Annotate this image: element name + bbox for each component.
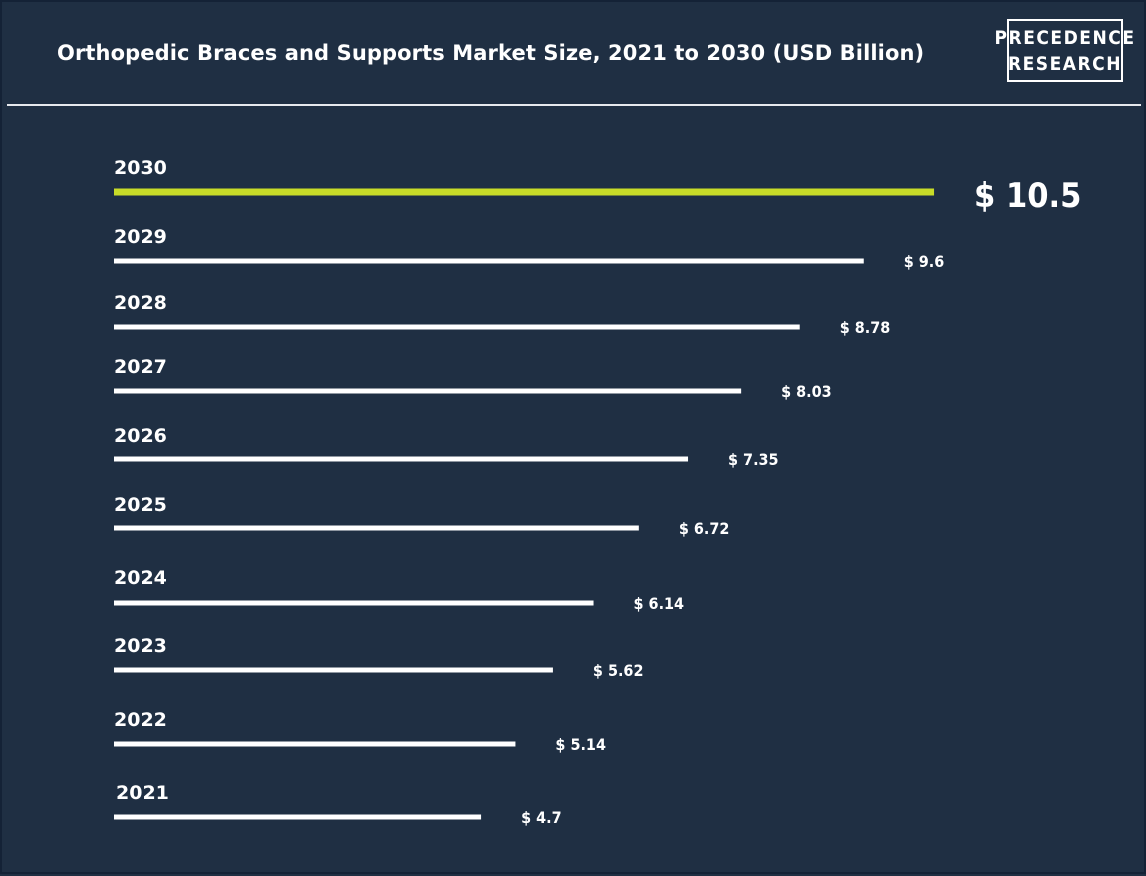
value-label-2029: $ 9.6 xyxy=(904,252,945,271)
bar-2029 xyxy=(114,258,864,264)
year-label-2030: 2030 xyxy=(114,157,167,179)
value-label-2025: $ 6.72 xyxy=(679,519,730,538)
year-label-2023: 2023 xyxy=(114,635,167,657)
logo-line-2: RESEARCH xyxy=(1007,52,1123,75)
year-label-2024: 2024 xyxy=(114,567,167,589)
value-label-2027: $ 8.03 xyxy=(781,382,832,401)
bar-2025 xyxy=(114,525,639,531)
bar-2022 xyxy=(114,741,516,747)
bar-2027 xyxy=(114,388,742,394)
year-label-2025: 2025 xyxy=(114,494,167,516)
value-label-2023: $ 5.62 xyxy=(593,661,644,680)
logo-line-1: PRECEDENCE xyxy=(994,26,1136,49)
year-label-2027: 2027 xyxy=(114,356,167,378)
value-label-2022: $ 5.14 xyxy=(555,735,606,754)
header-divider xyxy=(7,104,1141,106)
value-label-2021: $ 4.7 xyxy=(521,808,562,827)
bar-2028 xyxy=(114,324,800,330)
value-label-2030: $ 10.5 xyxy=(974,176,1081,216)
year-label-2026: 2026 xyxy=(114,425,167,447)
bar-2026 xyxy=(114,456,689,462)
bar-2021 xyxy=(114,814,482,820)
bar-2023 xyxy=(114,667,553,673)
year-label-2029: 2029 xyxy=(114,226,167,248)
precedence-research-logo: PRECEDENCE RESEARCH xyxy=(995,19,1134,82)
chart-title: Orthopedic Braces and Supports Market Si… xyxy=(57,41,925,65)
value-label-2028: $ 8.78 xyxy=(840,318,891,337)
value-label-2024: $ 6.14 xyxy=(634,594,685,613)
bar-2030 xyxy=(114,188,935,196)
year-label-2022: 2022 xyxy=(114,709,167,731)
bar-2024 xyxy=(114,600,594,606)
year-label-2028: 2028 xyxy=(114,292,167,314)
value-label-2026: $ 7.35 xyxy=(728,450,779,469)
year-label-2021: 2021 xyxy=(116,782,169,804)
